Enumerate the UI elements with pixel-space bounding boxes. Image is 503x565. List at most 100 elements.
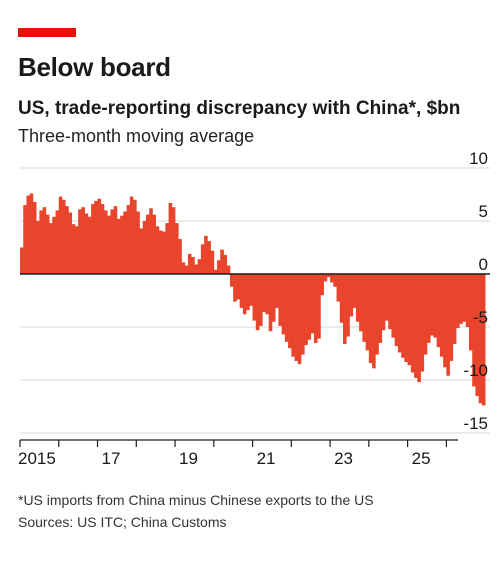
chart-area: 10 5 0 -5 -10 -15 2015 17 19 21 23 25 (18, 150, 490, 468)
bar (346, 274, 350, 337)
bar (271, 274, 276, 322)
bar (94, 200, 98, 274)
chart-subtitle: US, trade-reporting discrepancy with Chi… (18, 98, 461, 119)
chart-footnote: *US imports from China minus Chinese exp… (18, 492, 374, 508)
bar (223, 254, 228, 274)
bar (152, 214, 157, 274)
bar (414, 274, 418, 378)
bar (368, 274, 373, 364)
bar (355, 274, 360, 322)
x-tick-label: 17 (102, 449, 121, 468)
bar (365, 274, 370, 351)
bar (259, 274, 263, 326)
bar (197, 259, 202, 274)
bar (349, 274, 354, 317)
bar (468, 274, 473, 351)
bar (481, 274, 486, 406)
bar (29, 193, 34, 274)
bar (423, 274, 428, 355)
bar (372, 274, 376, 369)
bar (158, 230, 163, 274)
bar (404, 274, 408, 362)
bar (252, 274, 257, 321)
bar (236, 274, 240, 300)
bar (385, 274, 389, 321)
chart-sources: Sources: US ITC; China Customs (18, 514, 227, 530)
y-tick-label: -15 (463, 414, 488, 433)
x-tick-label: 23 (334, 449, 353, 468)
bar (42, 207, 47, 274)
bar (410, 274, 415, 373)
bar (184, 265, 189, 274)
bar (123, 211, 127, 274)
bar (129, 196, 134, 274)
bar (181, 262, 186, 274)
bars-layer (20, 193, 486, 406)
bar (71, 224, 76, 274)
bar (113, 206, 118, 274)
bar (339, 274, 344, 323)
bar (20, 247, 24, 274)
y-tick-label: 0 (479, 255, 488, 274)
bar (343, 274, 347, 344)
bar (475, 274, 480, 396)
bar (462, 274, 467, 322)
bar (120, 215, 124, 274)
bar (116, 218, 121, 274)
bar (456, 274, 460, 329)
bar (87, 216, 92, 274)
bar (239, 274, 244, 308)
bar (401, 274, 405, 358)
bar (278, 274, 282, 326)
bar (375, 274, 379, 355)
bar (465, 274, 470, 327)
bar (304, 274, 308, 346)
bar (91, 204, 95, 274)
bar (84, 213, 89, 274)
brand-accent-bar (18, 28, 76, 37)
bar (187, 253, 192, 274)
bar (58, 196, 63, 274)
bar (200, 244, 205, 274)
bar (378, 274, 383, 343)
bar (388, 274, 392, 330)
bar (145, 214, 150, 274)
bar (436, 274, 441, 348)
bar (446, 274, 450, 376)
bar (65, 206, 69, 274)
bar (175, 223, 179, 274)
bar (391, 274, 396, 338)
bar (168, 202, 173, 274)
bar (359, 274, 363, 332)
bar (310, 274, 315, 334)
bar (162, 231, 166, 274)
bar (204, 235, 208, 274)
x-tick-label: 2015 (18, 449, 56, 468)
x-tick-label: 19 (179, 449, 198, 468)
bar (155, 226, 160, 274)
bar (49, 223, 53, 274)
bar (229, 274, 234, 287)
chart-subsubtitle: Three-month moving average (18, 126, 255, 146)
bar (136, 211, 140, 274)
bar (178, 239, 182, 274)
bar (307, 274, 312, 340)
bar (397, 274, 402, 353)
bar (288, 274, 292, 349)
bar (61, 199, 66, 274)
bar (81, 207, 85, 274)
bar (326, 274, 331, 278)
chart-title: Below board (18, 52, 171, 82)
bar (246, 274, 250, 311)
bar (430, 274, 434, 336)
bar (220, 249, 224, 274)
y-tick-label: 5 (479, 202, 488, 221)
bar (217, 260, 221, 274)
bar (336, 274, 341, 302)
bar (333, 274, 337, 287)
bar (449, 274, 454, 361)
bar (249, 274, 253, 306)
bar (394, 274, 399, 347)
bar (381, 274, 386, 331)
bar (68, 212, 73, 274)
